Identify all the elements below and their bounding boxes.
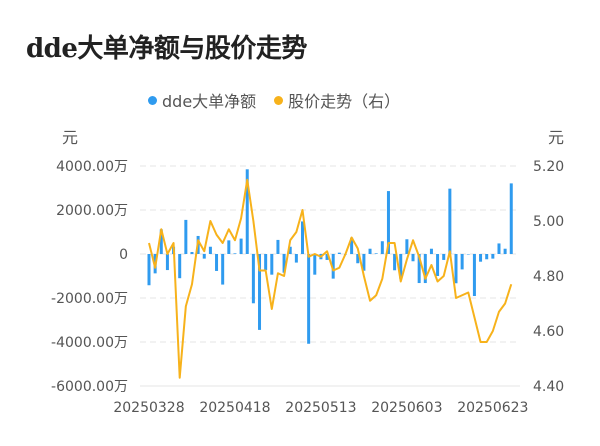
right-axis-tick-label: 4.80 <box>533 269 564 285</box>
legend: dde大单净额 股价走势（右） <box>148 88 418 112</box>
bar <box>165 254 169 271</box>
left-axis-unit: 元 <box>62 128 79 147</box>
bar <box>442 254 446 260</box>
bar <box>362 254 366 271</box>
bar <box>276 239 280 254</box>
bar <box>454 254 458 284</box>
legend-item-price[interactable]: 股价走势（右） <box>274 88 400 112</box>
bar <box>227 240 231 254</box>
bar <box>184 219 188 254</box>
x-axis-tick-label: 20250513 <box>285 400 356 416</box>
bar <box>460 254 464 270</box>
bar <box>479 254 483 262</box>
right-axis-tick-label: 5.00 <box>533 214 564 230</box>
bar <box>147 254 151 286</box>
bar <box>429 248 433 254</box>
legend-label: dde大单净额 <box>162 92 257 111</box>
left-axis-tick-label: -2000.00万 <box>51 291 128 307</box>
left-axis-tick-label: -4000.00万 <box>51 335 128 351</box>
left-axis-tick-label: 4000.00万 <box>56 159 128 175</box>
right-axis-tick-label: 4.60 <box>533 324 564 340</box>
x-axis-tick-label: 20250603 <box>371 400 442 416</box>
bar <box>239 238 243 254</box>
left-axis-tick-label: 2000.00万 <box>56 203 128 219</box>
bar <box>393 254 397 271</box>
bar <box>264 254 268 271</box>
bar <box>325 254 329 260</box>
legend-item-dde[interactable]: dde大单净额 <box>148 88 256 112</box>
bar <box>282 254 286 273</box>
bar <box>178 254 182 279</box>
bar <box>356 254 360 264</box>
bar <box>251 254 255 304</box>
bar <box>337 252 341 254</box>
x-axis-tick-label: 20250328 <box>113 400 184 416</box>
bar <box>288 246 292 254</box>
bar <box>503 248 507 254</box>
bar <box>497 243 501 254</box>
bar <box>448 188 452 254</box>
bar <box>215 254 219 271</box>
left-axis-tick-label: -6000.00万 <box>51 379 128 395</box>
legend-label: 股价走势（右） <box>288 92 401 111</box>
bar <box>202 254 206 259</box>
bar <box>466 254 470 255</box>
bar <box>386 191 390 254</box>
legend-dot-icon <box>148 95 157 105</box>
bar <box>331 254 335 279</box>
bar <box>472 254 476 297</box>
legend-dot-icon <box>274 95 284 105</box>
bar <box>436 254 440 276</box>
bar <box>159 229 163 254</box>
right-axis-tick-label: 5.20 <box>533 159 564 175</box>
bar <box>301 221 304 254</box>
bar <box>270 254 274 275</box>
bar <box>485 254 489 260</box>
left-axis-tick-label: 0 <box>119 247 128 263</box>
right-axis-unit: 元 <box>548 128 565 147</box>
bar <box>190 252 194 254</box>
bar <box>258 254 262 330</box>
bar <box>423 254 427 284</box>
bar <box>294 254 298 263</box>
x-axis-tick-label: 20250623 <box>457 400 528 416</box>
bar <box>399 254 403 279</box>
bar <box>491 254 495 259</box>
bar <box>417 254 421 284</box>
bar <box>233 253 237 254</box>
bar <box>374 253 378 254</box>
bar <box>208 246 212 254</box>
price-line <box>148 178 513 379</box>
bar <box>405 239 409 254</box>
right-axis-tick-label: 4.40 <box>533 379 564 395</box>
bar <box>509 183 513 254</box>
bar <box>368 248 372 254</box>
bar <box>245 169 249 254</box>
bar <box>221 254 225 285</box>
bar <box>313 254 317 275</box>
bar <box>411 254 415 262</box>
x-axis-tick-label: 20250418 <box>199 400 270 416</box>
bar <box>307 254 311 344</box>
chart-title: dde大单净额与股价走势 <box>26 34 307 64</box>
bar <box>350 237 354 254</box>
bar <box>380 241 384 254</box>
